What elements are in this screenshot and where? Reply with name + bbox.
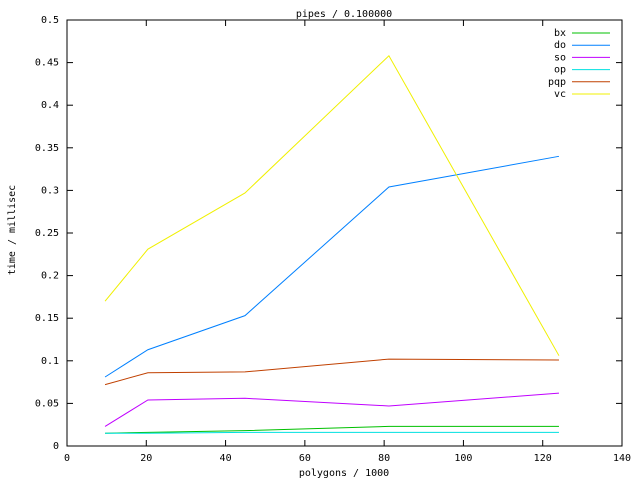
series-line — [104, 155, 560, 378]
chart-title: pipes / 0.100000 — [296, 9, 392, 20]
y-tick-label: 0.5 — [41, 15, 59, 26]
series-line — [104, 54, 560, 356]
y-tick-label: 0.05 — [35, 398, 59, 409]
y-tick-label: 0.15 — [35, 313, 59, 324]
y-tick-label: 0.2 — [41, 271, 59, 282]
series-line — [105, 431, 559, 434]
legend-label: vc — [554, 89, 566, 100]
x-tick-label: 80 — [378, 453, 390, 464]
x-tick-label: 60 — [299, 453, 311, 464]
y-tick-label: 0.1 — [41, 356, 59, 367]
series-line — [105, 425, 559, 434]
y-tick-label: 0.45 — [35, 58, 59, 69]
y-tick-label: 0.4 — [41, 100, 59, 111]
legend-label: pqp — [548, 77, 566, 88]
y-tick-label: 0.35 — [35, 143, 59, 154]
y-tick-label: 0.3 — [41, 185, 59, 196]
x-tick-label: 140 — [613, 453, 631, 464]
series-line — [104, 392, 560, 427]
legend-label: bx — [554, 28, 566, 39]
x-tick-label: 40 — [220, 453, 232, 464]
x-axis-label: polygons / 1000 — [299, 468, 389, 479]
legend-label: do — [554, 40, 566, 51]
y-tick-label: 0.25 — [35, 228, 59, 239]
x-tick-label: 100 — [454, 453, 472, 464]
legend-label: op — [554, 65, 566, 76]
series-line — [104, 358, 559, 386]
x-tick-label: 0 — [64, 453, 70, 464]
x-tick-label: 120 — [534, 453, 552, 464]
legend-label: so — [554, 52, 566, 63]
y-axis-label: time / millisec — [7, 185, 18, 275]
x-tick-label: 20 — [140, 453, 152, 464]
y-tick-label: 0 — [53, 441, 59, 452]
